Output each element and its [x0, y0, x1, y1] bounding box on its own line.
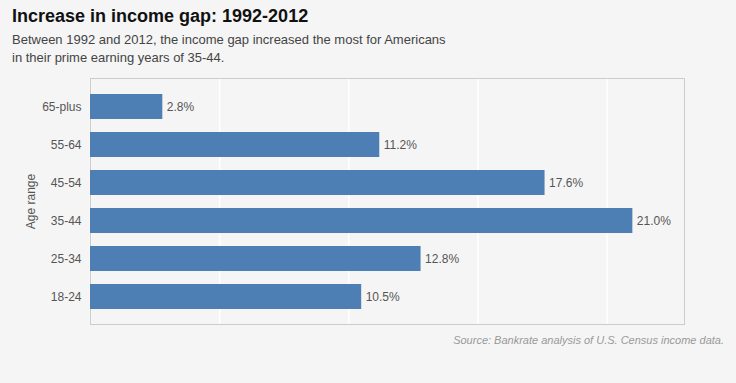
svg-text:25-34: 25-34: [51, 252, 82, 266]
svg-text:18-24: 18-24: [51, 290, 82, 304]
svg-text:17.6%: 17.6%: [549, 176, 583, 190]
html-text:Source: Bankrate analysis of U: Source: Bankrate analysis of U.S. Census…: [453, 334, 724, 347]
svg-text:11.2%: 11.2%: [384, 138, 417, 152]
svg-text:21.0%: 21.0%: [637, 214, 671, 228]
svg-text:55-64: 55-64: [51, 138, 82, 152]
svg-text:Age range: Age range: [24, 174, 38, 230]
svg-text:65-plus: 65-plus: [42, 100, 81, 114]
svg-text:2.8%: 2.8%: [167, 100, 195, 114]
svg-text:12.8%: 12.8%: [425, 252, 459, 266]
html-text:Increase in income gap: 1992-2: Increase in income gap: 1992-2012: [12, 6, 309, 26]
svg-text:10.5%: 10.5%: [366, 290, 400, 304]
svg-text:45-54: 45-54: [51, 176, 82, 190]
html-text:Between 1992 and 2012, the inc: Between 1992 and 2012, the income gap in…: [12, 32, 446, 65]
svg-text:35-44: 35-44: [51, 214, 82, 228]
